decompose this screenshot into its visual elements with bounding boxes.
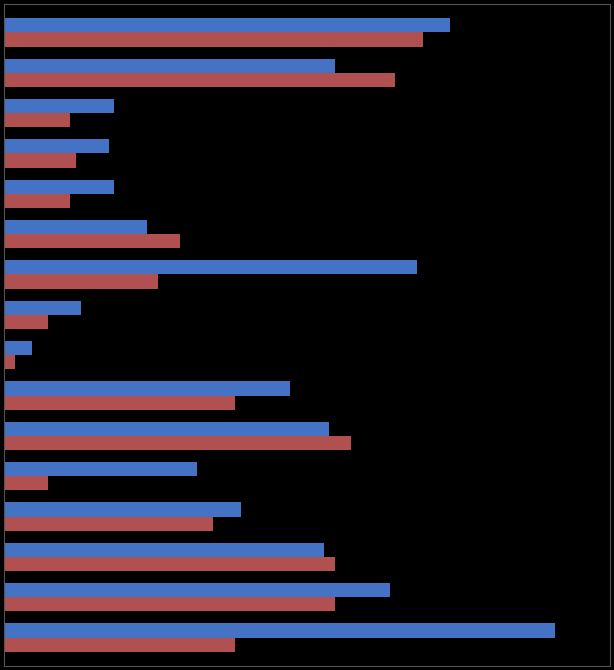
Bar [4, 315, 49, 329]
Bar [4, 220, 147, 234]
Bar [4, 275, 158, 289]
Bar [4, 476, 49, 490]
Bar [4, 638, 235, 652]
Bar [4, 153, 76, 168]
Bar [4, 194, 70, 208]
Bar [4, 261, 417, 275]
Bar [4, 180, 114, 194]
Bar [4, 421, 329, 436]
Bar [4, 381, 290, 395]
Bar [4, 301, 81, 315]
Bar [4, 18, 450, 32]
Bar [4, 59, 335, 73]
Bar [4, 597, 335, 611]
Bar [4, 583, 390, 597]
Bar [4, 462, 197, 476]
Bar [4, 624, 555, 638]
Bar [4, 139, 109, 153]
Bar [4, 73, 395, 87]
Bar [4, 557, 335, 571]
Bar [4, 113, 70, 127]
Bar [4, 502, 241, 517]
Bar [4, 32, 422, 46]
Bar [4, 517, 214, 531]
Bar [4, 395, 235, 409]
Bar [4, 341, 32, 355]
Bar [4, 234, 181, 249]
Bar [4, 99, 114, 113]
Bar [4, 355, 15, 369]
Bar [4, 436, 351, 450]
Bar [4, 543, 324, 557]
